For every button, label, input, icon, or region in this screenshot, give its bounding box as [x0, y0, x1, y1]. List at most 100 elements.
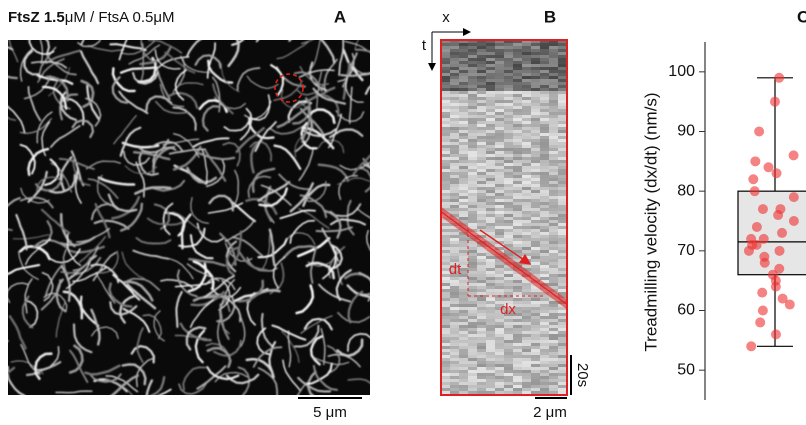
- kymo-cell: [558, 94, 567, 97]
- kymo-cell: [495, 268, 504, 271]
- filament: [302, 181, 327, 203]
- filament: [196, 365, 227, 390]
- kymo-cell: [540, 301, 549, 304]
- kymo-cell: [486, 292, 495, 295]
- kymo-cell: [486, 322, 495, 325]
- kymo-cell: [486, 313, 495, 316]
- kymo-cell: [441, 61, 450, 64]
- filament: [118, 90, 149, 115]
- filament: [182, 366, 206, 391]
- filament: [79, 295, 100, 327]
- kymo-cell: [513, 208, 522, 211]
- kymo-cell: [531, 187, 540, 190]
- kymo-cell: [549, 76, 558, 79]
- kymo-cell: [513, 160, 522, 163]
- kymo-cell: [513, 235, 522, 238]
- kymo-cell: [531, 136, 540, 139]
- filament: [140, 40, 156, 63]
- kymo-cell: [531, 118, 540, 121]
- kymo-cell: [450, 241, 459, 244]
- filament: [300, 315, 333, 334]
- filament: [8, 197, 21, 207]
- kymo-cell: [540, 196, 549, 199]
- kymo-cell: [495, 328, 504, 331]
- kymo-cell: [468, 85, 477, 88]
- kymo-cell: [531, 169, 540, 172]
- kymo-cell: [450, 76, 459, 79]
- kymo-cell: [531, 208, 540, 211]
- kymo-cell: [486, 61, 495, 64]
- kymo-cell: [441, 55, 450, 58]
- kymo-cell: [513, 238, 522, 241]
- kymo-cell: [495, 67, 504, 70]
- kymo-cell: [441, 265, 450, 268]
- kymo-cell: [459, 385, 468, 388]
- kymo-cell: [549, 181, 558, 184]
- filament: [205, 159, 226, 188]
- kymo-cell: [513, 379, 522, 382]
- kymo-cell: [486, 85, 495, 88]
- kymo-cell: [540, 319, 549, 322]
- kymo-cell: [468, 196, 477, 199]
- kymo-cell: [495, 208, 504, 211]
- kymo-cell: [540, 187, 549, 190]
- kymo-cell: [522, 280, 531, 283]
- kymo-cell: [441, 151, 450, 154]
- kymo-cell: [531, 139, 540, 142]
- kymo-cell: [441, 166, 450, 169]
- kymo-cell: [495, 157, 504, 160]
- kymo-cell: [522, 331, 531, 334]
- kymo-cell: [450, 301, 459, 304]
- filament: [293, 71, 323, 92]
- kymo-cell: [468, 244, 477, 247]
- kymo-cell: [486, 304, 495, 307]
- kymo-cell: [531, 367, 540, 370]
- kymo-cell: [513, 286, 522, 289]
- filament: [189, 234, 214, 260]
- kymo-cell: [477, 382, 486, 385]
- kymo-cell: [504, 61, 513, 64]
- filament: [91, 326, 119, 340]
- kymo-cell: [468, 166, 477, 169]
- kymo-cell: [486, 115, 495, 118]
- kymo-cell: [468, 118, 477, 121]
- kymo-cell: [540, 109, 549, 112]
- kymo-cell: [522, 388, 531, 391]
- kymo-cell: [513, 73, 522, 76]
- kymo-cell: [549, 154, 558, 157]
- kymo-cell: [486, 346, 495, 349]
- filament: [254, 121, 277, 152]
- kymo-cell: [531, 217, 540, 220]
- data-point: [743, 245, 754, 256]
- kymo-cell: [522, 250, 531, 253]
- kymo-cell: [504, 187, 513, 190]
- filament: [105, 375, 139, 393]
- kymo-cell: [531, 76, 540, 79]
- kymo-cell: [495, 379, 504, 382]
- kymo-cell: [486, 340, 495, 343]
- filament: [305, 261, 335, 280]
- kymo-cell: [459, 388, 468, 391]
- kymo-cell: [495, 286, 504, 289]
- kymo-cell: [522, 202, 531, 205]
- kymo-cell: [495, 187, 504, 190]
- kymo-cell: [441, 94, 450, 97]
- kymo-cell: [531, 343, 540, 346]
- kymo-cell: [495, 217, 504, 220]
- filament: [180, 213, 192, 250]
- kymo-cell: [477, 184, 486, 187]
- kymo-cell: [540, 316, 549, 319]
- filament: [40, 279, 62, 311]
- filament: [186, 263, 220, 282]
- kymo-cell: [486, 76, 495, 79]
- kymo-cell: [531, 97, 540, 100]
- kymo-cell: [468, 301, 477, 304]
- kymo-cell: [495, 319, 504, 322]
- kymo-cell: [531, 49, 540, 52]
- kymo-cell: [477, 121, 486, 124]
- y-tick-label: 60: [677, 302, 695, 319]
- kymo-cell: [468, 217, 477, 220]
- kymo-cell: [549, 391, 558, 394]
- kymo-cell: [531, 148, 540, 151]
